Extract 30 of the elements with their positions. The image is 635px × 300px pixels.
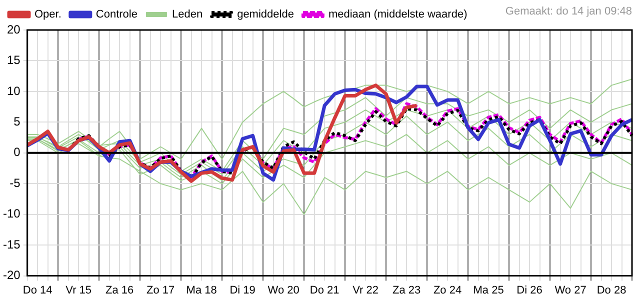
legend-label: Controle bbox=[96, 8, 138, 21]
x-tick-label: Ma 18 bbox=[186, 284, 217, 296]
y-tick-label: -10 bbox=[3, 206, 21, 221]
y-tick-label: 5 bbox=[14, 114, 21, 128]
x-tick-label: Ma 25 bbox=[473, 284, 504, 296]
x-tick-label: Zo 24 bbox=[433, 284, 462, 296]
y-tick-label: 0 bbox=[14, 145, 21, 160]
x-tick-label: Wo 20 bbox=[268, 284, 300, 296]
y-tick-label: -15 bbox=[3, 237, 21, 252]
legend-label: mediaan (middelste waarde) bbox=[328, 8, 468, 21]
legend-label: Oper. bbox=[34, 8, 62, 21]
y-tick-label: 10 bbox=[6, 84, 21, 98]
x-tick-label: Za 16 bbox=[106, 284, 134, 296]
legend-label: Leden bbox=[172, 8, 203, 21]
y-tick-label: 15 bbox=[6, 53, 21, 68]
text: Gemaakt: do 14 jan 09:48 bbox=[505, 6, 632, 18]
x-tick-label: Do 28 bbox=[596, 284, 626, 296]
x-tick-label: Di 26 bbox=[516, 284, 542, 296]
legend-label: gemiddelde bbox=[237, 8, 294, 21]
y-tick-label: -5 bbox=[10, 176, 21, 190]
x-tick-label: Do 21 bbox=[310, 284, 340, 296]
x-tick-label: Zo 17 bbox=[146, 284, 175, 296]
x-tick-label: Vr 15 bbox=[66, 284, 92, 296]
x-tick-label: Za 23 bbox=[392, 284, 421, 296]
y-tick-label: -20 bbox=[3, 268, 21, 282]
x-tick-label: Di 19 bbox=[230, 284, 256, 296]
x-tick-label: Do 14 bbox=[22, 284, 52, 296]
x-tick-label: Vr 22 bbox=[352, 284, 378, 296]
x-tick-label: Wo 27 bbox=[554, 284, 586, 296]
y-tick-label: 20 bbox=[6, 22, 21, 36]
